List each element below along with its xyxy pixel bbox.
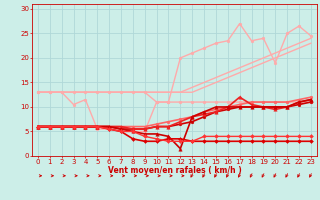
X-axis label: Vent moyen/en rafales ( km/h ): Vent moyen/en rafales ( km/h ): [108, 166, 241, 175]
